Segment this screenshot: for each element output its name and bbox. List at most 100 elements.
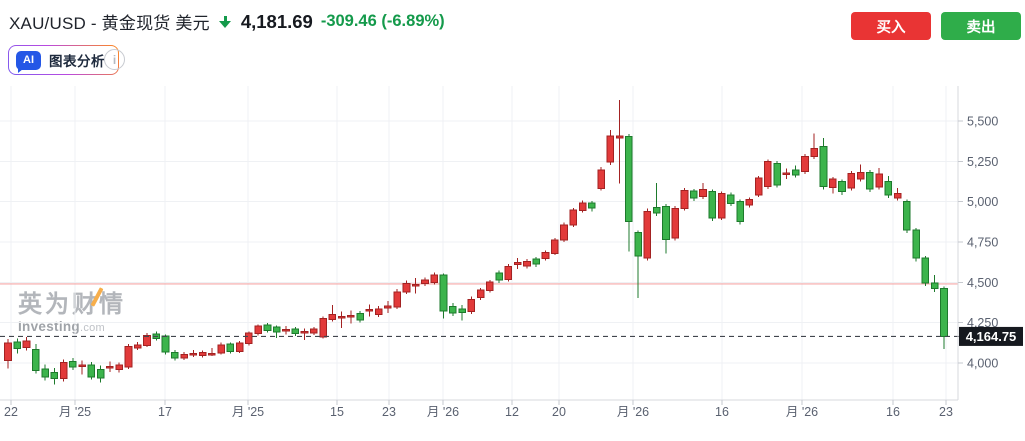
candle[interactable]: [208, 348, 216, 357]
candle[interactable]: [4, 338, 12, 369]
candle[interactable]: [300, 328, 309, 341]
candle[interactable]: [597, 166, 605, 191]
candle[interactable]: [226, 342, 235, 354]
candle[interactable]: [754, 175, 763, 198]
candle[interactable]: [430, 272, 439, 285]
candle[interactable]: [699, 183, 707, 199]
candle[interactable]: [893, 187, 902, 201]
candle[interactable]: [449, 302, 457, 317]
candle[interactable]: [828, 176, 837, 194]
candle[interactable]: [634, 230, 642, 298]
candle[interactable]: [337, 311, 346, 329]
candle[interactable]: [773, 161, 781, 188]
candle[interactable]: [374, 306, 383, 317]
candle[interactable]: [319, 316, 327, 339]
candle[interactable]: [272, 325, 281, 338]
candle[interactable]: [411, 278, 420, 294]
candle[interactable]: [921, 256, 930, 287]
candle[interactable]: [745, 197, 754, 208]
candle[interactable]: [365, 304, 374, 317]
candle[interactable]: [504, 263, 513, 282]
candle[interactable]: [903, 199, 911, 233]
candle[interactable]: [708, 189, 717, 222]
candle[interactable]: [245, 331, 253, 346]
candle[interactable]: [791, 165, 800, 178]
candle[interactable]: [41, 364, 49, 381]
candle[interactable]: [198, 350, 207, 358]
candle[interactable]: [782, 168, 791, 180]
candle[interactable]: [838, 179, 846, 196]
candle[interactable]: [940, 286, 948, 349]
candle[interactable]: [421, 277, 429, 286]
candle[interactable]: [717, 191, 726, 221]
candle[interactable]: [606, 129, 615, 165]
candle[interactable]: [254, 324, 263, 336]
candle[interactable]: [588, 201, 596, 212]
ai-chart-analysis-button[interactable]: AI 图表分析: [8, 45, 119, 75]
candle[interactable]: [393, 289, 402, 309]
candle[interactable]: [310, 326, 318, 335]
candle[interactable]: [467, 296, 476, 314]
candle[interactable]: [115, 362, 124, 373]
candle[interactable]: [124, 343, 133, 370]
candle[interactable]: [847, 171, 856, 191]
candle[interactable]: [87, 362, 96, 380]
candle[interactable]: [810, 133, 819, 159]
candle[interactable]: [764, 159, 772, 189]
candle[interactable]: [532, 256, 541, 267]
candle[interactable]: [736, 199, 744, 225]
candle[interactable]: [171, 350, 179, 361]
candle[interactable]: [486, 279, 494, 293]
candle[interactable]: [328, 304, 337, 322]
candle[interactable]: [541, 250, 550, 261]
candle[interactable]: [652, 183, 661, 216]
candle[interactable]: [32, 343, 40, 374]
candle[interactable]: [402, 280, 411, 294]
candle[interactable]: [615, 100, 624, 184]
candle[interactable]: [78, 360, 86, 375]
candle[interactable]: [106, 361, 114, 373]
buy-button[interactable]: 买入: [851, 12, 931, 40]
candle[interactable]: [384, 301, 392, 313]
sell-button[interactable]: 卖出: [941, 12, 1021, 40]
candle[interactable]: [578, 200, 587, 213]
candle[interactable]: [69, 358, 77, 371]
candle[interactable]: [550, 237, 559, 256]
candle[interactable]: [143, 332, 151, 348]
candle[interactable]: [495, 270, 503, 283]
candle[interactable]: [912, 228, 920, 262]
candle[interactable]: [22, 337, 31, 351]
candle[interactable]: [476, 287, 485, 300]
candle[interactable]: [458, 305, 466, 321]
candle[interactable]: [513, 258, 522, 269]
candle[interactable]: [856, 164, 865, 182]
candle[interactable]: [560, 222, 568, 242]
candle[interactable]: [96, 365, 105, 383]
candle[interactable]: [819, 138, 828, 190]
candle[interactable]: [217, 342, 225, 355]
candle[interactable]: [291, 327, 300, 337]
candle[interactable]: [727, 192, 735, 207]
candle[interactable]: [13, 338, 22, 354]
candle[interactable]: [189, 349, 198, 358]
candle[interactable]: [875, 167, 883, 190]
candle[interactable]: [625, 134, 633, 252]
candle[interactable]: [347, 310, 355, 324]
candle[interactable]: [50, 367, 59, 385]
candle[interactable]: [930, 275, 939, 293]
candle[interactable]: [643, 208, 652, 261]
candle[interactable]: [356, 311, 364, 323]
candle[interactable]: [161, 334, 170, 355]
candle[interactable]: [671, 206, 680, 241]
candle[interactable]: [133, 342, 142, 351]
candle[interactable]: [523, 259, 531, 269]
candle[interactable]: [662, 204, 670, 254]
candle[interactable]: [569, 207, 578, 228]
candle[interactable]: [282, 326, 290, 335]
info-icon[interactable]: i: [104, 49, 125, 70]
candle[interactable]: [235, 341, 244, 353]
candle[interactable]: [439, 273, 448, 319]
candle[interactable]: [689, 188, 698, 202]
candle[interactable]: [263, 322, 272, 333]
